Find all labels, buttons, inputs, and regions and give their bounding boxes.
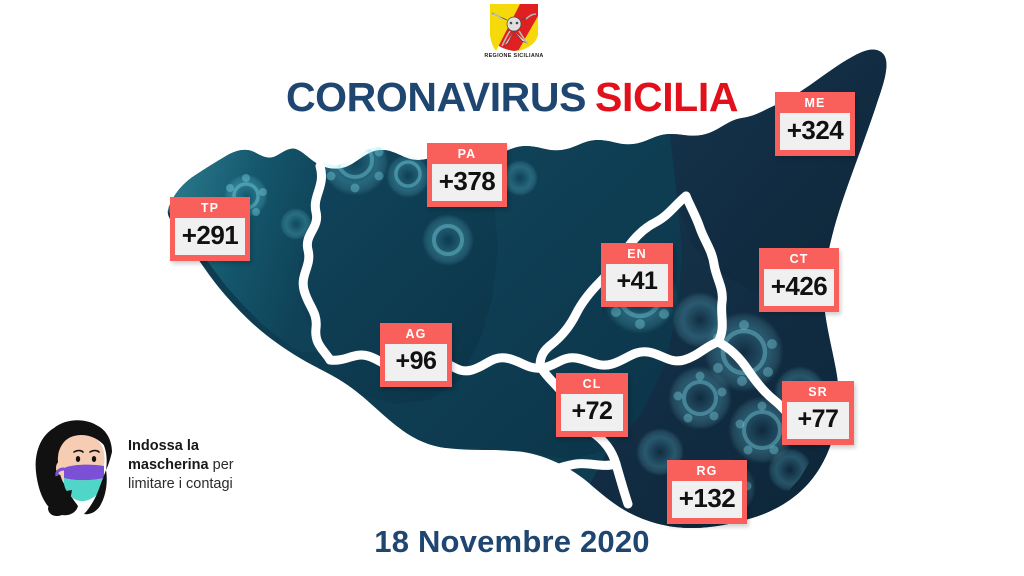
province-marker-ag[interactable]: AG +96 xyxy=(380,323,452,387)
date-label: 18 Novembre 2020 xyxy=(374,524,650,559)
province-value-me: +324 xyxy=(780,113,850,150)
logo-caption: REGIONE SICILIANA xyxy=(484,53,544,59)
province-value-rg: +132 xyxy=(672,481,742,518)
province-marker-pa[interactable]: PA +378 xyxy=(427,143,507,207)
mask-notice: Indossa la mascherina per limitare i con… xyxy=(24,414,289,522)
mask-notice-text: Indossa la mascherina per limitare i con… xyxy=(128,437,293,494)
title-word-coronavirus: CORONAVIRUS xyxy=(285,74,587,120)
mask-line1: Indossa la xyxy=(128,438,199,454)
province-value-en: +41 xyxy=(606,264,668,301)
province-value-tp: +291 xyxy=(175,218,245,255)
mask-line3: limitare i contagi xyxy=(128,476,233,492)
province-code-en: EN xyxy=(627,247,647,261)
page-title: CORONAVIRUS SICILIA xyxy=(0,74,1024,121)
province-code-ct: CT xyxy=(789,252,809,266)
regione-siciliana-logo: REGIONE SICILIANA xyxy=(484,2,544,64)
province-value-ag: +96 xyxy=(385,344,447,381)
province-code-cl: CL xyxy=(582,377,602,391)
province-value-pa: +378 xyxy=(432,164,502,201)
province-marker-rg[interactable]: RG +132 xyxy=(667,460,747,524)
province-code-rg: RG xyxy=(696,464,718,478)
province-marker-en[interactable]: EN +41 xyxy=(601,243,673,307)
province-code-pa: PA xyxy=(457,147,477,161)
mask-line2-bold: mascherina xyxy=(128,457,209,473)
province-code-tp: TP xyxy=(200,201,220,215)
province-marker-ct[interactable]: CT +426 xyxy=(759,248,839,312)
province-code-ag: AG xyxy=(405,327,427,341)
mask-line2-light: per xyxy=(208,457,234,473)
province-value-ct: +426 xyxy=(764,269,834,306)
province-code-sr: SR xyxy=(808,385,828,399)
province-marker-cl[interactable]: CL +72 xyxy=(556,373,628,437)
province-marker-me[interactable]: ME +324 xyxy=(775,92,855,156)
province-marker-sr[interactable]: SR +77 xyxy=(782,381,854,445)
province-marker-tp[interactable]: TP +291 xyxy=(170,197,250,261)
province-code-me: ME xyxy=(804,96,826,110)
title-word-sicilia: SICILIA xyxy=(595,74,739,120)
trinacria-icon xyxy=(486,2,542,52)
province-value-sr: +77 xyxy=(787,402,849,439)
province-value-cl: +72 xyxy=(561,394,623,431)
person-wearing-mask-icon xyxy=(24,414,120,518)
